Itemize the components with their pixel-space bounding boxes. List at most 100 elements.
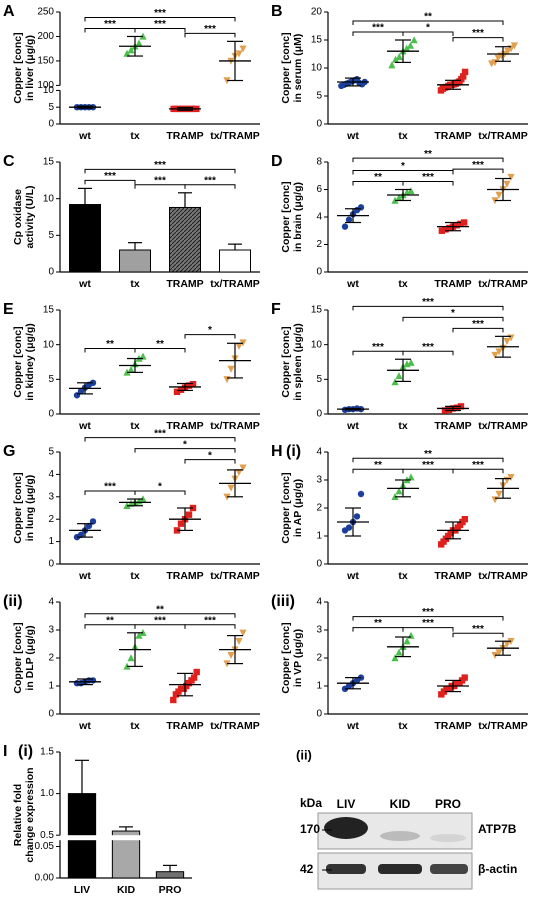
significance-label: *** [472,319,484,330]
x-tick-label: wt [78,130,91,142]
significance-label: * [158,482,162,493]
panel-sublabel: (i) [286,443,301,460]
x-tick-label: TRAMP [434,720,471,732]
significance-label: *** [104,19,116,30]
data-point [407,358,415,366]
data-point [345,216,353,223]
panel-label: F [271,301,281,318]
data-point [341,223,349,230]
x-tick-label: tx [130,720,139,732]
y-axis-title: Copper [conc] [12,622,24,693]
significance-label: * [401,161,405,172]
significance-bracket [84,16,236,22]
x-tick-label: TRAMP [166,570,203,582]
data-point [193,668,200,676]
significance-bracket [452,327,504,333]
data-point [461,68,469,76]
significance-label: *** [472,624,484,635]
significance-bracket [134,490,186,496]
y-tick-label: 5 [316,91,322,102]
significance-label: *** [204,175,216,186]
y-tick-label: 10 [43,85,55,96]
significance-label: *** [104,171,116,182]
significance-label: *** [154,615,166,626]
x-tick-label: tx [130,420,139,432]
data-point [495,348,503,356]
y-axis-title: Copper [conc] [280,32,292,103]
x-tick-label: tx/TRAMP [478,420,528,432]
data-point [438,227,446,234]
band [326,864,366,874]
x-tick-label: wt [346,130,359,142]
y-tick-label: 6 [316,184,322,195]
x-tick-label: TRAMP [434,278,471,290]
data-point [410,36,418,44]
data-point [89,518,97,525]
y-axis-title: Copper [conc] [280,622,292,693]
y-tick-label: 15 [43,157,55,168]
band [430,834,466,842]
y-axis-title: in AP (μg/g) [292,479,304,537]
band [324,817,368,839]
bar [155,871,185,879]
y-axis-title: Copper [conc] [12,326,24,397]
x-tick-label: LIV [74,884,90,896]
y-tick-label: 0 [316,559,322,570]
data-point [185,382,193,389]
significance-label: *** [472,160,484,171]
panel: F Copper [conc] in spleen (μg/g) 0 5 10 15 wt tx… [271,297,528,432]
panel-label: D [271,153,283,170]
y-tick-label: 250 [37,7,54,18]
data-point [123,49,131,57]
y-axis-title: change expression [24,767,36,862]
y-tick-label: 3 [316,475,322,486]
data-point [177,520,185,527]
significance-bracket [452,468,504,474]
data-point [391,55,400,63]
significance-bracket [84,168,236,174]
data-point [85,522,93,530]
significance-label: ** [106,339,114,350]
data-point [460,73,467,80]
significance-bracket [134,448,236,453]
y-axis-title: in kidney (μg/g) [24,323,36,401]
x-tick-label: tx [398,570,407,582]
y-axis-title: in serum (μM) [292,34,304,103]
y-tick-label: 2 [316,503,322,514]
significance-bracket [352,157,504,163]
data-point [395,53,403,60]
data-point [239,629,247,637]
y-tick-label: 2 [48,653,54,664]
data-point [445,406,453,414]
data-point [442,226,449,233]
panel-label: (ii) [3,593,23,610]
data-point [504,48,512,55]
y-tick-label: 150 [37,56,54,67]
data-point [503,640,511,648]
x-tick-label: tx/TRAMP [478,720,528,732]
lane-label: KID [390,797,411,811]
significance-bracket [134,347,186,353]
x-tick-label: tx [398,720,407,732]
significance-bracket [184,32,236,38]
x-tick-label: tx/TRAMP [478,130,528,142]
x-tick-label: tx [130,570,139,582]
significance-label: ** [106,615,114,626]
data-point [406,41,415,49]
significance-bracket [352,170,454,175]
significance-bracket [184,334,236,339]
y-tick-label: 10 [311,339,323,350]
y-tick-label: 1 [316,681,322,692]
panel-sublabel: (i) [18,743,33,760]
data-point [395,193,403,201]
data-point [353,513,361,520]
x-tick-label: tx/TRAMP [210,570,260,582]
y-tick-label: 4 [316,212,322,223]
bar [69,204,101,273]
significance-label: *** [422,297,434,308]
significance-label: * [208,325,212,336]
data-point [407,473,415,481]
y-axis-title: in VP (μg/g) [292,629,304,687]
